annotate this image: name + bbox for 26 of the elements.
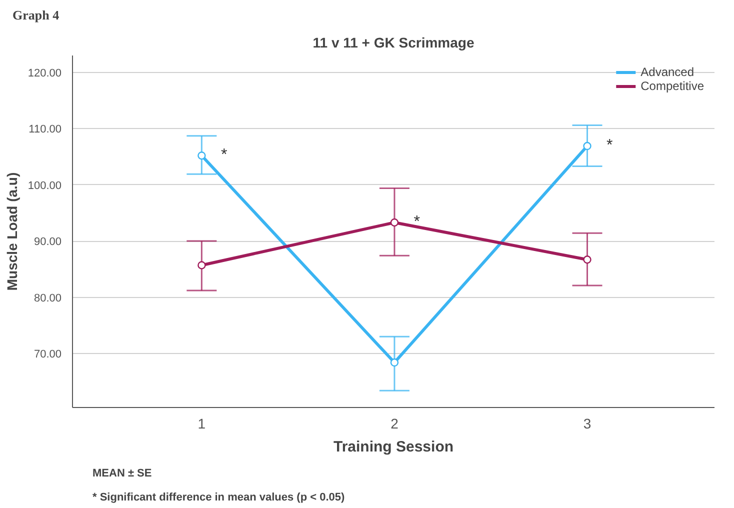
point	[198, 151, 206, 160]
x-axis-title: Training Session	[333, 438, 454, 456]
annotation: *	[606, 137, 613, 154]
y-tick-label: 90.00	[34, 236, 62, 248]
point	[390, 218, 399, 227]
y-tick-label: 120.00	[28, 67, 62, 80]
x-tick-label: 2	[390, 416, 399, 432]
text: MEAN ± SE	[92, 468, 152, 480]
chart-title: 11 v 11 + GK Scrimmage	[312, 34, 474, 50]
caption: Graph 4	[12, 8, 60, 22]
point	[198, 261, 206, 270]
legend-label: Competitive	[640, 79, 704, 93]
text: * Significant difference in mean values (p < 0.05)	[92, 492, 345, 504]
point	[583, 256, 592, 264]
y-tick-label: 80.00	[34, 292, 62, 304]
point	[583, 142, 592, 150]
y-tick-label: 100.00	[28, 180, 62, 192]
legend-label: Advanced	[640, 65, 694, 79]
y-tick-label: 70.00	[34, 348, 62, 361]
annotation: *	[414, 214, 420, 231]
point	[390, 358, 399, 367]
x-tick-label: 3	[583, 416, 592, 432]
y-axis-title: Muscle Load (a.u)	[4, 172, 20, 291]
y-tick-label: 110.00	[28, 124, 62, 136]
x-tick-label: 1	[198, 416, 206, 432]
annotation: *	[220, 146, 228, 164]
